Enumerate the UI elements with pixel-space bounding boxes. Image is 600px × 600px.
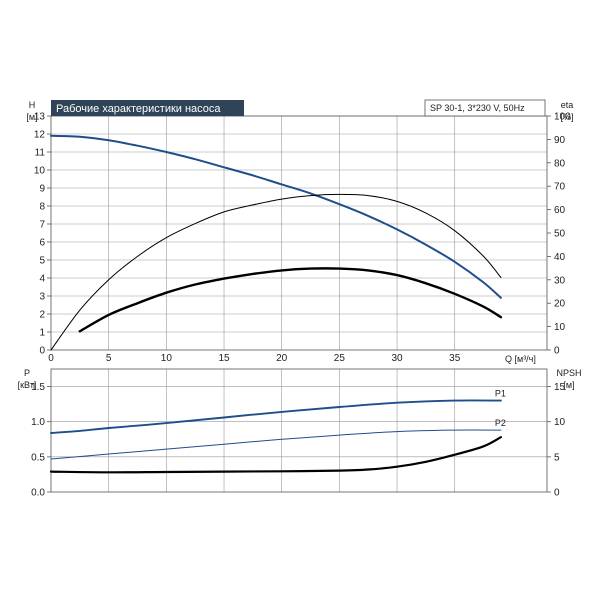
head-chart-left-tick-label: 10 (34, 166, 46, 177)
power-chart-P1-curve (50, 399, 502, 434)
npsh-axis-label: NPSH (556, 368, 581, 378)
head-chart-eta_total-curve (78, 267, 503, 333)
head-chart-right-tick-label: 70 (554, 182, 566, 193)
power-chart-P2-curve (50, 429, 502, 460)
head-axis-label: H (29, 100, 36, 110)
head-chart-right-tick-label: 10 (554, 322, 566, 333)
head-chart-left-tick-label: 8 (39, 202, 45, 213)
head-chart-eta-curve (50, 193, 502, 351)
head-chart-x-tick-label: 35 (449, 353, 461, 364)
head-chart-left-tick-label: 7 (39, 220, 45, 231)
head-chart-right-tick-label: 0 (554, 346, 560, 357)
head-chart-right-tick-label: 40 (554, 252, 566, 263)
head-chart-right-tick-label: 50 (554, 229, 566, 240)
head-chart-x-tick-label: 10 (161, 353, 173, 364)
head-chart-left-tick-label: 4 (39, 274, 45, 285)
power-chart-ticks: 0.0 0.5 1.0 1.5 0 5 10 15 (31, 382, 565, 498)
head-chart-x-tick-label: 20 (276, 353, 288, 364)
head-chart-right-tick-label: 20 (554, 299, 566, 310)
head-chart-left-tick-label: 0 (39, 346, 45, 357)
npsh-axis-unit: [м] (563, 380, 574, 390)
power-axis-unit: [кВт] (18, 380, 37, 390)
power-chart-right-tick-label: 0 (554, 488, 560, 499)
power-chart-left-tick-label: 0.0 (31, 488, 45, 499)
head-chart-right-tick-label: 100 (554, 112, 571, 123)
power-chart-left-tick-label: 0.5 (31, 452, 45, 463)
efficiency-axis-unit: [%] (560, 112, 573, 122)
power-chart-right-tick-label: 15 (554, 382, 566, 393)
head-chart-x-tick-label: 25 (334, 353, 346, 364)
head-chart-left-tick-label: 12 (34, 130, 46, 141)
head-chart-grid (51, 115, 547, 350)
head-chart-right-tick-label: 90 (554, 135, 566, 146)
head-chart-x-tick-label: 0 (48, 353, 54, 364)
head-chart-x-tick-label: 30 (391, 353, 403, 364)
head-chart-left-tick-label: 5 (39, 256, 45, 267)
head-chart-x-tick-label: 5 (106, 353, 112, 364)
power-chart-series: P1 P2 (49, 389, 506, 474)
pump-model-box (424, 99, 546, 117)
power-chart-P2-label: P2 (495, 418, 506, 428)
head-chart-left-tick-label: 2 (39, 310, 45, 321)
pump-model-label: SP 30-1, 3*230 V, 50Hz (430, 103, 525, 113)
head-chart-left-tick-label: 11 (35, 148, 46, 159)
power-chart-P1-label: P1 (495, 389, 506, 399)
head-chart-head-curve (50, 134, 502, 299)
power-chart-frame (50, 368, 548, 493)
flow-axis-label: Q [м³/ч] (505, 354, 536, 364)
head-chart-ticks: 0 5 10 15 20 25 30 3501234567891011121301020304… (34, 112, 571, 365)
power-chart-right-tick-label: 10 (554, 417, 566, 428)
head-axis-unit: [м] (26, 112, 37, 122)
chart-title-box (51, 100, 244, 116)
head-chart-right-tick-label: 30 (554, 275, 566, 286)
power-chart-grid (51, 369, 547, 492)
head-chart-left-tick-label: 6 (39, 238, 45, 249)
head-chart-right-tick-label: 60 (554, 205, 566, 216)
head-chart-left-tick-label: 9 (39, 184, 45, 195)
power-axis-label: P (24, 368, 30, 378)
power-chart-left-tick-label: 1.5 (31, 382, 45, 393)
power-chart-npsh-curve (49, 436, 502, 474)
power-chart-left-tick-label: 1.0 (31, 417, 45, 428)
efficiency-axis-label: eta (561, 100, 574, 110)
head-chart-left-tick-label: 13 (34, 112, 46, 123)
head-chart-left-tick-label: 1 (39, 328, 45, 339)
power-chart-right-tick-label: 5 (554, 452, 560, 463)
head-chart-left-tick-label: 3 (39, 292, 45, 303)
chart-title: Рабочие характеристики насоса (56, 103, 221, 115)
head-chart-right-tick-label: 80 (554, 158, 566, 169)
head-chart-series (50, 134, 503, 351)
head-chart-x-tick-label: 15 (218, 353, 230, 364)
